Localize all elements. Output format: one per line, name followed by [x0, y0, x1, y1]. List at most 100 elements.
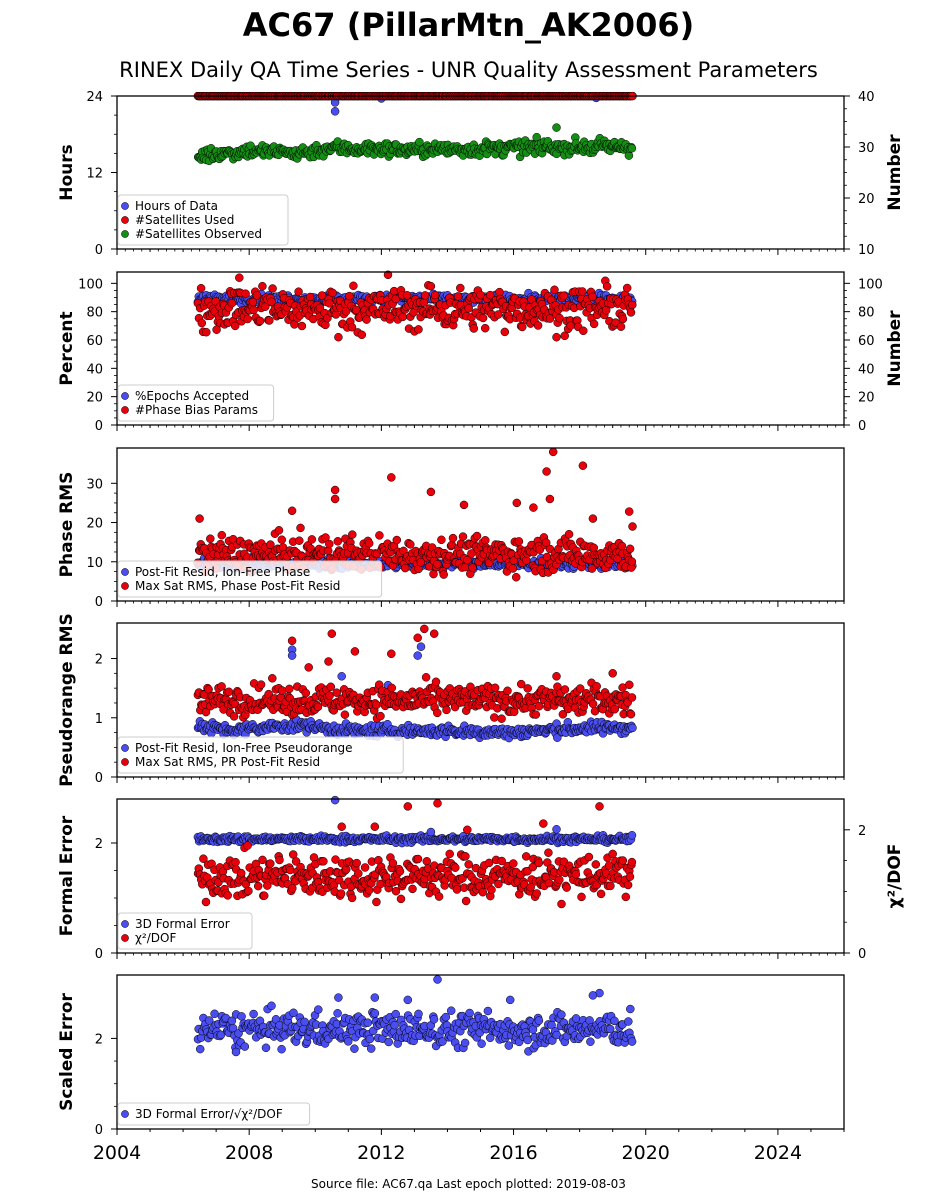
data-point: [478, 313, 488, 323]
y-tick-label: 10: [86, 556, 103, 571]
y2-tick-label: 20: [858, 192, 875, 207]
y-tick-label: 0: [95, 243, 103, 258]
data-point: [395, 867, 405, 876]
data-point: [413, 854, 423, 864]
data-point: [559, 291, 568, 301]
data-point: [325, 299, 334, 308]
data-point: [463, 555, 472, 565]
outlier-point: [337, 672, 346, 681]
data-point: [453, 292, 463, 301]
y2-tick-label: 60: [858, 334, 875, 349]
data-point: [416, 558, 426, 567]
data-points-formal_error: [193, 795, 637, 909]
data-point: [558, 710, 568, 719]
series-3d-formal-error: [193, 795, 637, 848]
y-tick-label: 0: [95, 595, 103, 610]
data-point: [252, 291, 262, 300]
data-point: [433, 708, 442, 718]
y-axis-title: Phase RMS: [57, 472, 77, 578]
data-point: [550, 285, 559, 295]
legend-marker: [121, 392, 129, 400]
data-point: [236, 868, 246, 878]
y2-tick-label: 10: [858, 243, 875, 258]
legend-box: [117, 560, 383, 598]
data-point: [626, 709, 636, 719]
data-point: [266, 859, 275, 868]
legend-label: Hours of Data: [135, 199, 218, 213]
data-point: [357, 330, 367, 340]
data-point: [258, 855, 267, 865]
data-point: [602, 282, 612, 291]
legend-marker: [121, 216, 129, 224]
y-tick-label: 12: [86, 167, 103, 182]
data-point: [616, 322, 626, 331]
data-point: [625, 544, 635, 554]
data-point: [516, 679, 526, 689]
data-point: [294, 287, 303, 296]
outlier-point: [588, 514, 598, 523]
data-point: [408, 884, 417, 894]
data-point: [497, 714, 506, 723]
data-point: [472, 531, 482, 541]
data-point: [243, 314, 252, 324]
data-point: [315, 303, 325, 313]
data-points-percent: [193, 270, 637, 342]
data-point: [398, 312, 408, 322]
outlier-point: [287, 636, 297, 646]
legend-marker: [121, 744, 129, 752]
data-point: [415, 137, 424, 147]
outlier-point: [304, 663, 313, 672]
data-point: [296, 523, 305, 533]
legend-marker: [121, 230, 129, 238]
y-axis-title: Hours: [57, 144, 77, 201]
data-point: [255, 316, 265, 326]
outlier-point: [628, 522, 637, 531]
legend-box: [117, 194, 289, 246]
y-tick-label: 60: [86, 334, 103, 349]
data-point: [448, 533, 458, 543]
data-point: [485, 290, 495, 300]
data-point: [560, 331, 569, 341]
data-point: [481, 536, 490, 545]
data-point: [391, 294, 401, 304]
data-point: [500, 327, 510, 337]
data-point: [458, 532, 468, 541]
data-point: [277, 535, 287, 544]
data-point: [421, 673, 431, 682]
data-point: [534, 701, 544, 711]
data-point: [354, 869, 363, 878]
data-point: [490, 683, 500, 693]
outlier-point: [324, 657, 333, 666]
outlier-point: [383, 270, 393, 280]
outlier-point: [350, 647, 360, 656]
data-point: [217, 682, 226, 691]
data-point: [217, 530, 227, 540]
data-point: [231, 857, 240, 867]
data-point: [362, 315, 371, 324]
data-point: [253, 881, 263, 891]
data-point: [199, 854, 208, 863]
data-point: [523, 684, 532, 693]
data-point: [494, 310, 503, 319]
legend-label: Max Sat RMS, PR Post-Fit Resid: [135, 755, 320, 769]
y-tick-label: 20: [86, 391, 103, 406]
y2-tick-label: 80: [858, 306, 875, 321]
data-point: [511, 572, 521, 582]
data-point: [579, 326, 588, 336]
y2-axis-title: Number: [885, 134, 905, 211]
data-point: [360, 863, 370, 872]
data-point: [201, 707, 211, 717]
data-point: [321, 533, 330, 542]
data-point: [265, 316, 274, 325]
outlier-point: [552, 672, 561, 681]
data-point: [618, 314, 628, 324]
chart-title: AC67 (PillarMtn_AK2006): [242, 6, 695, 44]
series--satellites-observed: [193, 123, 637, 166]
data-point: [349, 281, 358, 291]
data-point: [224, 687, 234, 697]
data-point: [341, 307, 351, 316]
outlier-point: [545, 494, 555, 504]
data-point: [268, 284, 277, 293]
